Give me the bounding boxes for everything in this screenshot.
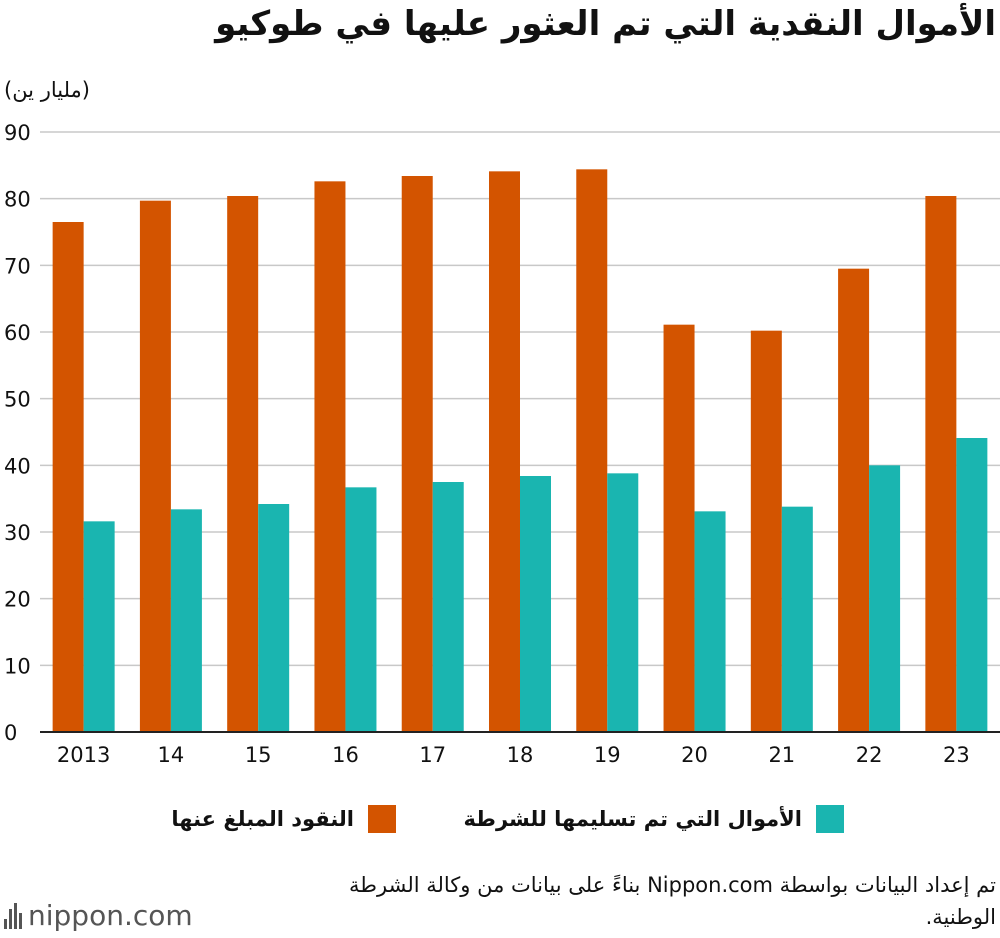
y-tick-label: 20 <box>4 588 31 612</box>
x-tick-label: 20 <box>681 743 708 767</box>
bar-reported-19 <box>576 169 608 733</box>
bar-reported-17 <box>401 176 433 732</box>
legend-item-reported: النقود المبلغ عنها <box>171 804 396 834</box>
bar-chart: 0 10 20 30 40 50 60 70 80 90 2013 14 15 16 17 18 19 20 21 2… <box>4 121 1000 767</box>
legend-label-reported: النقود المبلغ عنها <box>171 807 354 831</box>
bar-handed-15 <box>258 504 290 732</box>
y-tick-label: 90 <box>4 121 31 145</box>
bar-reported-15 <box>227 196 259 732</box>
legend-item-handed: الأموال التي تم تسليمها للشرطة <box>463 804 844 834</box>
x-tick-label: 23 <box>943 743 970 767</box>
bar-reported-22 <box>838 268 870 732</box>
bar-reported-20 <box>663 324 695 732</box>
bar-handed-23 <box>956 438 988 732</box>
y-tick-label: 70 <box>4 254 31 278</box>
bar-handed-16 <box>345 487 377 732</box>
y-tick-label: 40 <box>4 454 31 478</box>
x-tick-label: 22 <box>856 743 883 767</box>
legend-swatch-handed <box>816 805 844 833</box>
y-tick-label: 30 <box>4 521 31 545</box>
legend-label-handed: الأموال التي تم تسليمها للشرطة <box>463 807 802 831</box>
bar-handed-20 <box>694 511 726 732</box>
x-tick-label: 18 <box>507 743 534 767</box>
bar-handed-18 <box>520 476 551 732</box>
bar-reported-21 <box>750 330 782 732</box>
x-tick-label: 2013 <box>57 743 110 767</box>
y-tick-label: 80 <box>4 188 31 212</box>
x-tick-label: 16 <box>332 743 359 767</box>
y-tick-label: 10 <box>4 654 31 678</box>
legend-swatch-reported <box>368 805 396 833</box>
bar-handed-14 <box>170 509 202 732</box>
x-tick-label: 14 <box>158 743 185 767</box>
y-tick-label: 60 <box>4 321 31 345</box>
logo-text: nippon.com <box>28 899 193 932</box>
bar-reported-16 <box>314 181 346 733</box>
y-tick-label: 50 <box>4 388 31 412</box>
nippon-logo: nippon.com <box>4 899 193 932</box>
tick-labels: 0 10 20 30 40 50 60 70 80 90 2013 14 15 16 17 18 19 20 21 2… <box>4 121 970 767</box>
nippon-logo-icon <box>4 902 22 929</box>
bars <box>52 169 988 733</box>
x-tick-label: 15 <box>245 743 272 767</box>
chart-title: الأموال النقدية التي تم العثور عليها في … <box>215 4 996 44</box>
y-axis-unit-label: (مليار ين) <box>4 78 90 102</box>
bar-handed-2013 <box>83 521 115 732</box>
bar-handed-17 <box>432 482 464 732</box>
x-tick-label: 17 <box>419 743 446 767</box>
x-tick-label: 21 <box>768 743 795 767</box>
bar-handed-22 <box>869 465 901 732</box>
bar-reported-23 <box>925 196 957 732</box>
y-tick-label: 0 <box>4 721 17 745</box>
bar-reported-2013 <box>52 222 84 732</box>
bar-reported-14 <box>139 200 171 732</box>
source-note: تم إعداد البيانات بواسطة Nippon.com بناء… <box>349 873 996 929</box>
x-tick-label: 19 <box>594 743 621 767</box>
bar-reported-18 <box>489 171 520 733</box>
bar-handed-19 <box>607 473 639 732</box>
bar-handed-21 <box>781 506 813 732</box>
